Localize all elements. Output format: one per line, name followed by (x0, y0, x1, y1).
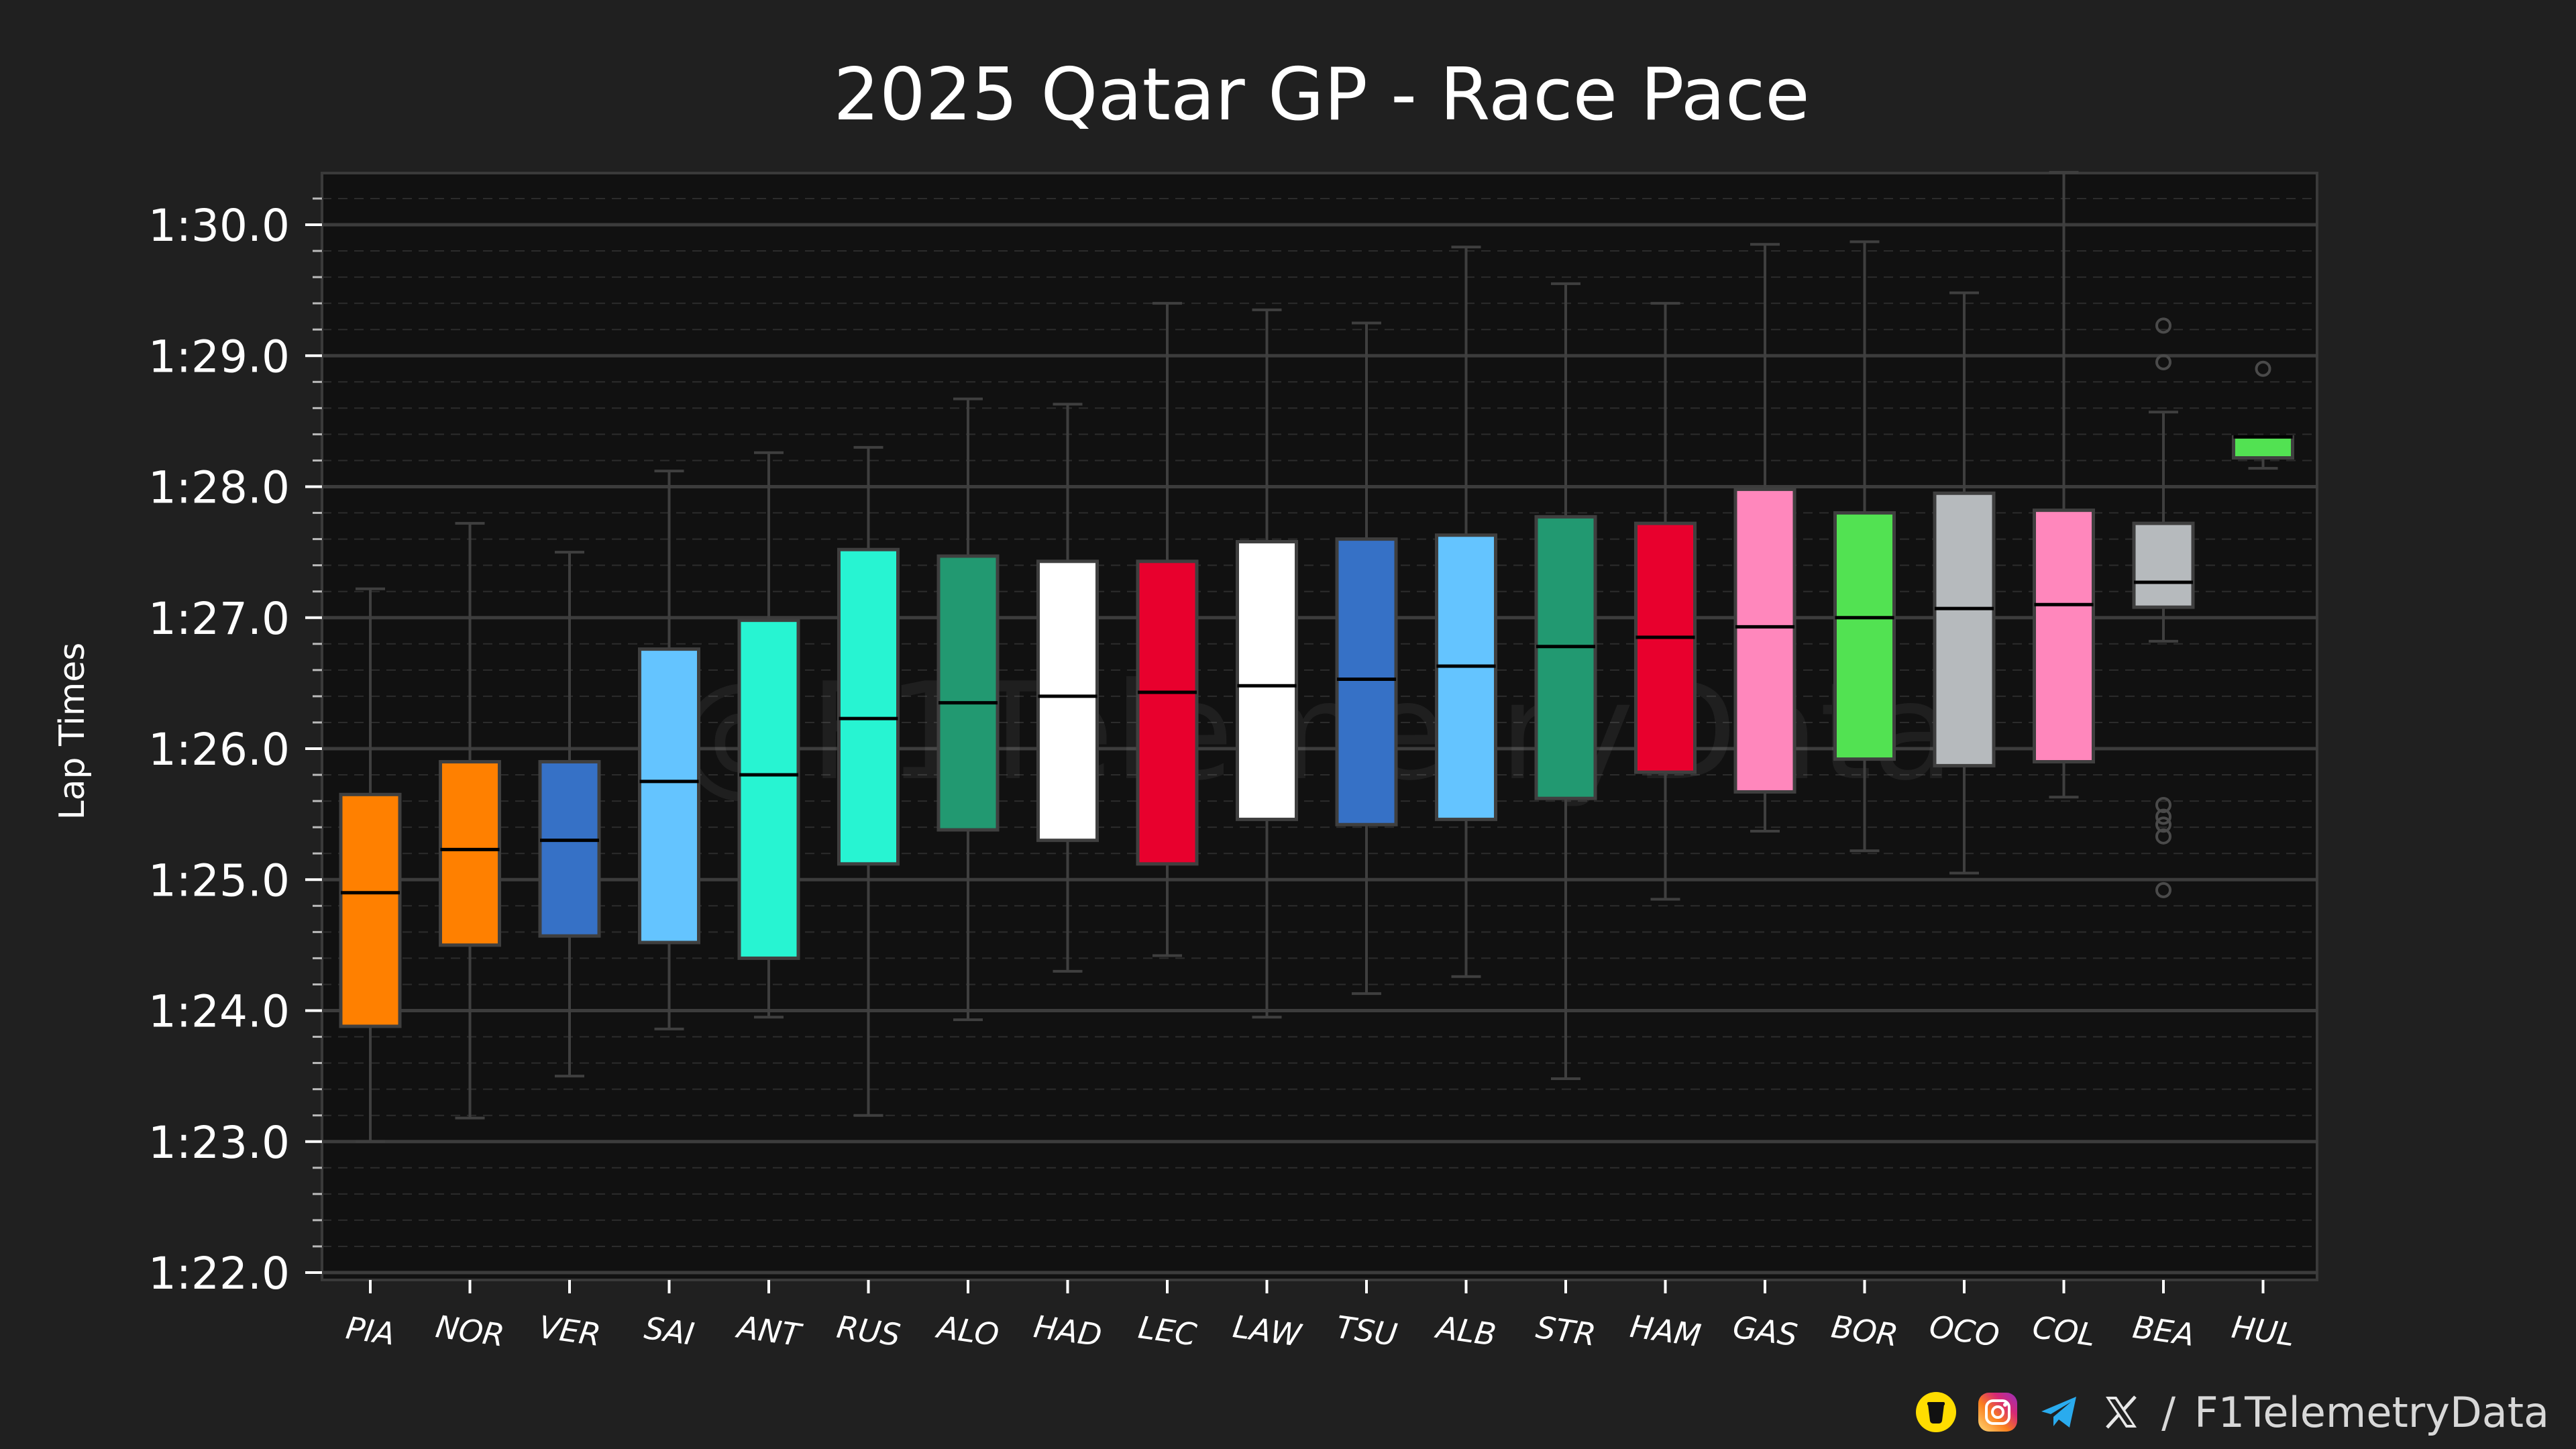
y-tick-label: 1:30.0 (148, 200, 290, 252)
iqr-box (1933, 491, 1996, 767)
x-axis: PIA NOR VER SAI ANT RUS ALO HAD LEC LAW TSU ALB STR H… (343, 1280, 2297, 1354)
driver-box-law (1236, 308, 1298, 1019)
y-tick-label: 1:25.0 (148, 855, 290, 906)
y-tick-label: 1:27.0 (148, 593, 290, 645)
iqr-box (1833, 511, 1896, 761)
box-series (339, 170, 2294, 1143)
outlier-point (2155, 796, 2171, 813)
iqr-box (439, 760, 501, 947)
iqr-box (339, 792, 402, 1028)
driver-box-nor (439, 522, 501, 1120)
driver-box-tsu (1335, 321, 1398, 996)
x-tick-label: LAW (1231, 1308, 1305, 1354)
iqr-box (1036, 559, 1099, 843)
instagram-icon[interactable] (1976, 1391, 2019, 1434)
iqr-box (837, 547, 900, 866)
iqr-box (1136, 559, 1199, 866)
x-tick-label: HAD (1032, 1308, 1104, 1354)
y-axis-label: Lap Times (52, 643, 93, 820)
iqr-box (2232, 435, 2294, 460)
x-tick-label: LEC (1136, 1309, 1199, 1353)
footer-handle[interactable]: F1TelemetryData (2194, 1387, 2549, 1437)
y-tick-label: 1:22.0 (148, 1248, 290, 1299)
driver-box-bea (2132, 317, 2195, 898)
iqr-box (1435, 533, 1497, 821)
y-axis: 1:22.0 1:23.0 1:24.0 1:25.0 1:26.0 1:27.0 1:28… (148, 197, 322, 1299)
iqr-box (1335, 537, 1398, 826)
footer-separator: / (2161, 1387, 2176, 1437)
outlier-point (2155, 354, 2171, 371)
iqr-box (538, 760, 601, 938)
footer-credits: / F1TelemetryData (1915, 1382, 2549, 1442)
iqr-box (936, 554, 1000, 832)
y-tick-label: 1:28.0 (148, 462, 290, 514)
y-tick-label: 1:24.0 (148, 986, 290, 1038)
x-tick-label: TSU (1334, 1309, 1399, 1353)
driver-box-ver (538, 551, 601, 1078)
iqr-box (2132, 521, 2195, 609)
driver-box-col (2033, 170, 2095, 799)
y-tick-label: 1:29.0 (148, 331, 290, 382)
x-tick-label: ANT (733, 1308, 805, 1354)
x-tick-label: GAS (1731, 1309, 1800, 1354)
iqr-box (1634, 521, 1697, 774)
iqr-box (1733, 487, 1796, 794)
driver-box-had (1036, 402, 1099, 973)
x-tick-label: HUL (2230, 1309, 2297, 1354)
x-tick-label: ALB (1432, 1309, 1498, 1353)
driver-box-hul (2232, 360, 2294, 470)
iqr-box (638, 647, 700, 945)
x-tick-label: SAI (642, 1309, 696, 1352)
driver-box-alb (1435, 246, 1497, 978)
x-tick-label: OCO (1927, 1308, 2002, 1354)
driver-box-gas (1733, 243, 1796, 833)
x-tick-label: NOR (433, 1308, 506, 1354)
buymeacoffee-icon[interactable] (1915, 1391, 1957, 1434)
driver-box-bor (1833, 240, 1896, 853)
iqr-box (2033, 508, 2095, 764)
driver-box-pia (339, 587, 402, 1143)
driver-box-sai (638, 470, 700, 1030)
driver-box-str (1534, 282, 1597, 1081)
x-tick-label: BEA (2131, 1309, 2197, 1353)
telegram-icon[interactable] (2038, 1391, 2081, 1434)
driver-box-rus (837, 445, 900, 1117)
outlier-point (2155, 816, 2171, 833)
x-tick-label: BOR (1829, 1308, 1900, 1353)
iqr-box (1236, 540, 1298, 821)
driver-box-alo (936, 397, 1000, 1022)
iqr-box (737, 619, 800, 960)
chart-title: 2025 Qatar GP - Race Pace (833, 53, 1809, 137)
x-tick-label: STR (1534, 1309, 1598, 1353)
y-tick-label: 1:26.0 (148, 724, 290, 775)
iqr-box (1534, 515, 1597, 800)
x-tick-label: RUS (835, 1309, 902, 1354)
x-tick-label: COL (2030, 1309, 2098, 1354)
y-tick-label: 1:23.0 (148, 1117, 290, 1169)
x-tick-label: HAM (1628, 1308, 1703, 1354)
outlier-point (2155, 881, 2171, 898)
outlier-point (2155, 808, 2171, 825)
x-tick-label: PIA (343, 1309, 397, 1352)
driver-box-oco (1933, 291, 1996, 875)
driver-box-lec (1136, 302, 1199, 957)
x-icon[interactable] (2100, 1391, 2143, 1434)
outlier-point (2255, 360, 2271, 377)
driver-box-ham (1634, 302, 1697, 901)
outlier-point (2155, 828, 2171, 845)
x-tick-label: VER (537, 1309, 603, 1353)
x-tick-label: ALO (933, 1308, 1001, 1353)
driver-box-ant (737, 451, 800, 1019)
outlier-point (2155, 317, 2171, 334)
